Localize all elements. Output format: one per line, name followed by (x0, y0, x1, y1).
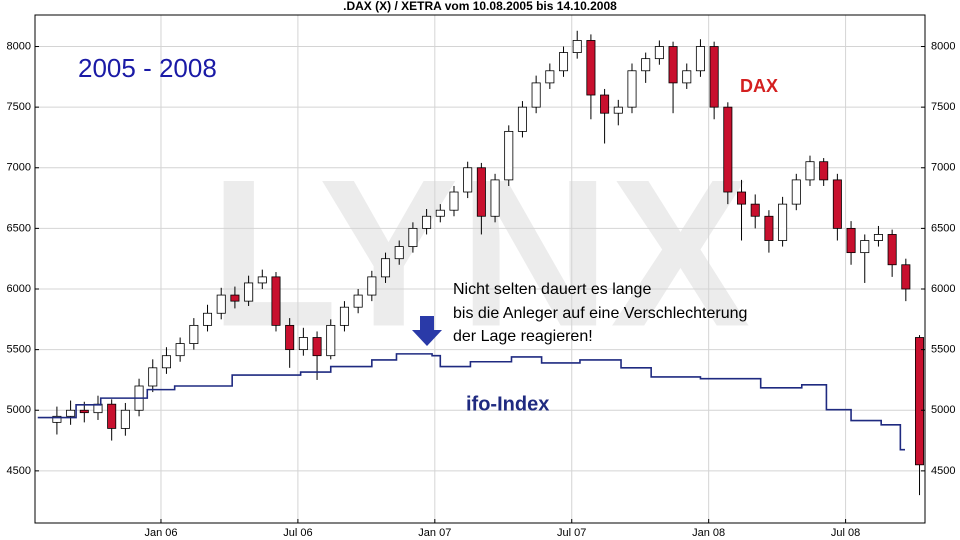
annotation: 2005 - 2008 (78, 53, 217, 83)
candle-body (107, 403, 117, 429)
candle-body (695, 46, 705, 72)
candle-body (66, 409, 76, 417)
y-tick-label: 6500 (7, 222, 31, 234)
candle-body (79, 409, 89, 414)
y-tick-label: 7500 (7, 101, 31, 113)
candle-body (846, 227, 856, 254)
y2-tick-label: 6000 (931, 283, 955, 295)
candle-body (353, 294, 363, 308)
candle-body (586, 40, 596, 96)
candle-body (381, 258, 391, 278)
line-series (37, 353, 905, 451)
candle-body (504, 130, 514, 181)
candle-body (189, 324, 199, 344)
candle-body (778, 203, 788, 241)
arrow-icon (412, 316, 442, 346)
candle-body (298, 337, 308, 351)
candle-body (148, 367, 158, 387)
y-tick-label: 8000 (7, 40, 31, 52)
candle-body (203, 312, 213, 326)
y-tick-label: 7000 (7, 162, 31, 174)
candle-body (463, 167, 473, 193)
annotation: bis die Anleger auf eine Verschlechterun… (453, 305, 747, 322)
candle-body (476, 167, 486, 217)
chart-title: .DAX (X) / XETRA vom 10.08.2005 bis 14.1… (343, 0, 617, 13)
candle-body (654, 46, 664, 60)
candle-body (285, 324, 295, 351)
x-tick-label: Jan 07 (418, 527, 451, 539)
x-tick-label: Jul 08 (831, 527, 860, 539)
candle-body (668, 46, 678, 84)
series-label: DAX (740, 76, 778, 96)
y2-tick-label: 6500 (931, 222, 955, 234)
candle-body (490, 179, 500, 217)
annotation: Nicht selten dauert es lange (453, 281, 651, 298)
candle-body (887, 234, 897, 266)
candle-body (449, 191, 459, 211)
candle-body (737, 191, 747, 205)
candle-body (764, 215, 774, 241)
candle-body (312, 337, 322, 357)
candle-body (339, 306, 349, 326)
line-label: ifo-Index (466, 393, 549, 415)
y2-tick-label: 4500 (931, 465, 955, 477)
candle-body (873, 234, 883, 241)
candle-body (901, 264, 911, 290)
y2-tick-label: 7000 (931, 162, 955, 174)
x-tick-label: Jan 08 (692, 527, 725, 539)
candle-body (613, 106, 623, 114)
x-tick-label: Jul 07 (557, 527, 586, 539)
candle-body (805, 161, 815, 181)
y-tick-label: 4500 (7, 465, 31, 477)
candle-body (326, 324, 336, 357)
candle-body (175, 343, 185, 357)
y-tick-label: 6000 (7, 283, 31, 295)
x-tick-label: Jul 06 (283, 527, 312, 539)
candle-body (531, 82, 541, 108)
candle-body (52, 415, 62, 423)
candle-body (271, 276, 281, 326)
candle-body (230, 294, 240, 302)
candle-body (517, 106, 527, 132)
candle-body (791, 179, 801, 205)
candle-body (819, 161, 829, 181)
y2-tick-label: 7500 (931, 101, 955, 113)
candle-body (120, 409, 130, 429)
y2-tick-label: 5000 (931, 404, 955, 416)
candle-body (709, 46, 719, 108)
candle-body (600, 94, 610, 114)
candle-body (394, 246, 404, 260)
candle-body (435, 209, 445, 217)
candle-body (161, 355, 171, 369)
candle-body (244, 282, 254, 302)
candle-body (627, 70, 637, 108)
annotation: der Lage reagieren! (453, 328, 593, 345)
candle-body (641, 58, 651, 72)
candle-body (723, 106, 733, 193)
y-tick-label: 5500 (7, 344, 31, 356)
candle-body (750, 203, 760, 217)
y-tick-label: 5000 (7, 404, 31, 416)
candle-body (572, 40, 582, 53)
y2-tick-label: 8000 (931, 40, 955, 52)
candle-body (422, 215, 432, 229)
candle-body (915, 337, 925, 466)
candle-body (257, 276, 267, 284)
candle-body (860, 240, 870, 254)
y2-tick-label: 5500 (931, 344, 955, 356)
candle-body (559, 52, 569, 72)
candle-body (832, 179, 842, 229)
x-tick-label: Jan 06 (144, 527, 177, 539)
candle-body (367, 276, 377, 296)
candle-body (545, 70, 555, 84)
plot-frame (34, 14, 926, 524)
candle-body (682, 70, 692, 84)
candle-body (408, 227, 418, 247)
plot-layer (37, 30, 925, 496)
candle-body (216, 294, 226, 314)
